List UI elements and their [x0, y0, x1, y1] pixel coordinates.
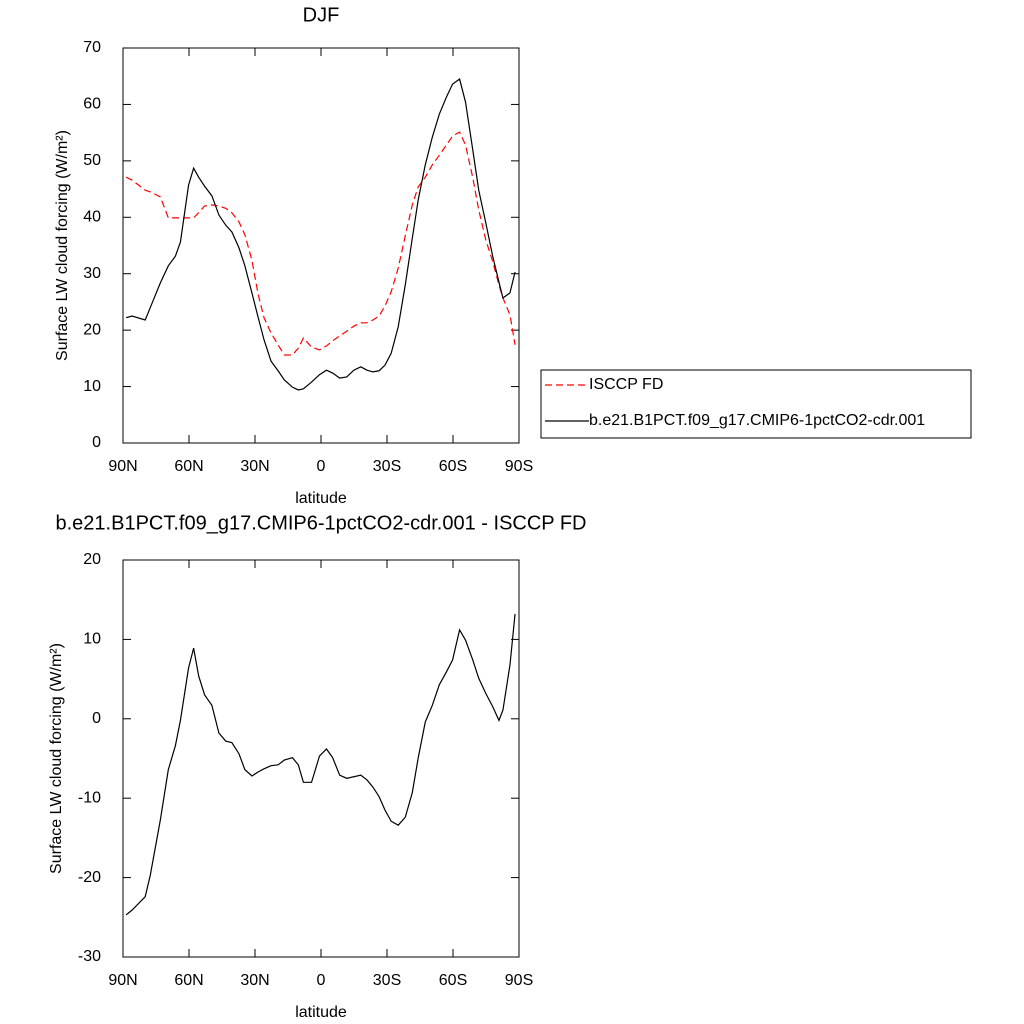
- y-axis-label: Surface LW cloud forcing (W/m²): [48, 643, 65, 874]
- legend-label: b.e21.B1PCT.f09_g17.CMIP6-1pctCO2-cdr.00…: [589, 412, 925, 429]
- y-tick-label: 0: [92, 434, 101, 451]
- plot-frame: [122, 559, 520, 958]
- x-tick-label: 90S: [505, 458, 533, 475]
- y-tick-label: -30: [78, 948, 101, 965]
- y-tick-label: 50: [83, 152, 101, 169]
- x-tick-label: 90N: [108, 972, 137, 989]
- data-line: [125, 613, 516, 916]
- x-axis-label: latitude: [295, 490, 347, 507]
- y-tick-label: 0: [92, 710, 101, 727]
- y-tick-label: 20: [83, 321, 101, 338]
- legend-label: ISCCP FD: [589, 376, 663, 393]
- y-tick-label: 10: [83, 378, 101, 395]
- x-tick-label: 60S: [439, 972, 467, 989]
- data-line: [125, 131, 516, 356]
- y-tick-label: -10: [78, 789, 101, 806]
- x-tick-label: 0: [317, 972, 326, 989]
- x-tick-label: 60N: [174, 972, 203, 989]
- x-tick-label: 60S: [439, 458, 467, 475]
- y-tick-label: 40: [83, 209, 101, 226]
- x-tick-label: 60N: [174, 458, 203, 475]
- chart-title: DJF: [303, 4, 340, 26]
- y-axis-label: Surface LW cloud forcing (W/m²): [54, 130, 71, 361]
- y-tick-label: 60: [83, 96, 101, 113]
- y-tick-label: 20: [83, 551, 101, 568]
- chart-title: b.e21.B1PCT.f09_g17.CMIP6-1pctCO2-cdr.00…: [56, 512, 587, 534]
- x-tick-label: 30S: [373, 458, 401, 475]
- x-axis-label: latitude: [295, 1004, 347, 1021]
- data-line: [125, 78, 516, 391]
- plot-frame: [122, 47, 520, 444]
- x-tick-label: 90S: [505, 972, 533, 989]
- y-tick-label: 30: [83, 265, 101, 282]
- y-tick-label: 10: [83, 631, 101, 648]
- x-tick-label: 30N: [240, 972, 269, 989]
- y-tick-label: 70: [83, 39, 101, 56]
- x-tick-label: 30S: [373, 972, 401, 989]
- x-tick-label: 90N: [108, 458, 137, 475]
- x-tick-label: 0: [317, 458, 326, 475]
- legend-box: [540, 369, 972, 439]
- y-tick-label: -20: [78, 869, 101, 886]
- x-tick-label: 30N: [240, 458, 269, 475]
